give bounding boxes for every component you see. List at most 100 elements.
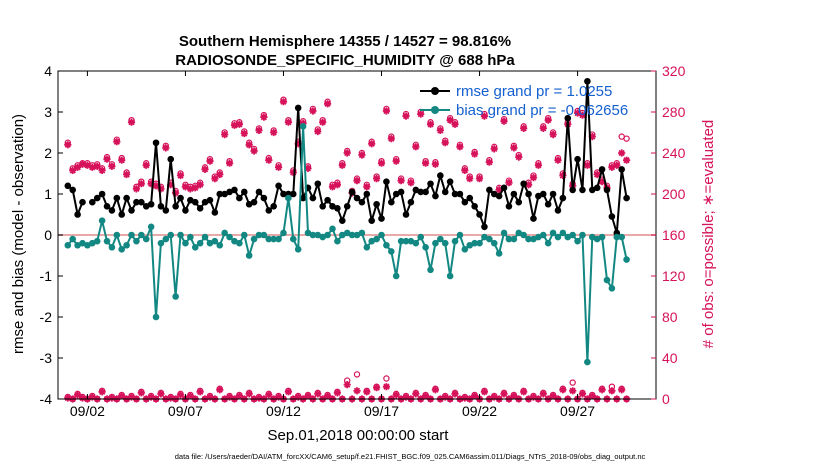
obs-evaluated-marker <box>221 131 229 139</box>
obs-evaluated-marker <box>74 163 82 171</box>
obs-evaluated-marker <box>373 175 381 183</box>
y2-tick-label: 0 <box>662 391 670 407</box>
rmse-point <box>461 198 469 206</box>
bias-point <box>280 229 287 237</box>
rmse-point <box>437 172 444 179</box>
rmse-point <box>451 190 459 198</box>
rmse-point <box>510 190 518 198</box>
bias-point <box>451 237 459 245</box>
obs-evaluated-marker <box>412 390 420 398</box>
obs-evaluated-marker <box>422 392 430 400</box>
obs-evaluated-marker <box>598 386 606 394</box>
bias-point <box>289 235 297 243</box>
bias-point <box>383 241 390 249</box>
bias-point <box>500 229 508 237</box>
rmse-point <box>343 203 351 210</box>
obs-evaluated-marker <box>206 393 214 401</box>
obs-evaluated-marker <box>495 186 503 194</box>
obs-evaluated-marker <box>471 150 479 158</box>
rmse-point <box>64 182 72 190</box>
rmse-point <box>89 198 96 206</box>
y-tick-label: 4 <box>44 63 52 79</box>
rmse-point <box>255 188 263 196</box>
obs-evaluated-marker <box>279 98 288 106</box>
bias-point <box>221 229 228 237</box>
rmse-point <box>554 207 562 214</box>
obs-evaluated-marker <box>529 393 538 401</box>
obs-evaluated-marker <box>485 158 493 166</box>
bias-point <box>358 229 366 237</box>
rmse-point <box>358 198 366 206</box>
obs-evaluated-marker <box>289 168 297 177</box>
bias-point <box>250 235 258 243</box>
bias-point <box>103 237 111 245</box>
y-tick-label: -3 <box>40 350 53 366</box>
bias-point <box>309 231 317 239</box>
obs-evaluated-marker <box>422 159 430 167</box>
bias-point <box>162 235 170 243</box>
rmse-point <box>432 192 439 200</box>
rmse-point <box>152 139 160 147</box>
y2-tick-label: 240 <box>662 145 686 161</box>
rmse-point <box>231 186 238 194</box>
rmse-point <box>363 190 371 198</box>
y2-tick-label: 320 <box>662 63 686 79</box>
bias-point <box>388 248 395 255</box>
obs-evaluated-marker <box>466 175 474 183</box>
bias-series-line <box>67 126 628 363</box>
obs-evaluated-marker <box>461 166 469 174</box>
rmse-point <box>299 194 307 202</box>
rmse-point <box>196 205 204 212</box>
obs-evaluated-marker <box>368 140 376 148</box>
rmse-point <box>147 200 155 208</box>
obs-evaluated-marker <box>260 113 268 121</box>
obs-evaluated-marker <box>98 166 106 174</box>
bias-point <box>427 266 434 274</box>
obs-evaluated-marker <box>377 159 386 167</box>
rmse-point <box>569 186 576 194</box>
obs-evaluated-marker <box>436 126 444 134</box>
rmse-point <box>128 207 135 214</box>
obs-evaluated-marker <box>382 107 390 115</box>
rmse-point <box>294 104 302 112</box>
obs-evaluated-marker <box>167 394 175 402</box>
obs-evaluated-marker <box>441 139 449 147</box>
rmse-point <box>441 188 449 196</box>
legend-bias-label: bias grand pr = -0.062656 <box>456 102 628 119</box>
obs-evaluated-marker <box>343 149 351 157</box>
obs-evaluated-marker <box>373 384 381 392</box>
rmse-point <box>598 166 606 173</box>
rmse-point <box>309 194 317 202</box>
bias-point <box>486 235 493 243</box>
bias-point <box>456 231 464 239</box>
obs-evaluated-marker <box>319 118 327 126</box>
rmse-point <box>486 186 493 194</box>
rmse-point <box>539 190 547 198</box>
obs-evaluated-marker <box>270 128 278 137</box>
rmse-point <box>500 184 508 192</box>
obs-evaluated-marker <box>147 180 155 188</box>
obs-evaluated-marker <box>108 162 116 170</box>
rmse-point <box>584 77 591 85</box>
rmse-point <box>138 198 145 206</box>
y-tick-label: 2 <box>44 145 52 161</box>
obs-evaluated-marker <box>127 393 136 401</box>
obs-evaluated-marker <box>539 390 547 398</box>
obs-evaluated-marker <box>554 156 562 164</box>
rmse-point <box>495 192 503 200</box>
obs-evaluated-marker <box>363 183 371 191</box>
y-tick-label: 1 <box>44 186 52 202</box>
obs-evaluated-marker <box>578 111 587 119</box>
obs-evaluated-marker <box>74 391 82 399</box>
obs-evaluated-marker <box>559 386 567 394</box>
obs-evaluated-marker <box>500 390 508 398</box>
obs-evaluated-marker <box>245 390 253 398</box>
obs-evaluated-marker <box>343 381 351 389</box>
bias-point <box>525 235 532 243</box>
bias-point <box>128 231 135 239</box>
obs-evaluated-marker <box>456 143 464 151</box>
rmse-point <box>388 198 395 206</box>
rmse-point <box>172 203 179 210</box>
obs-evaluated-marker <box>583 161 591 169</box>
obs-evaluated-marker <box>216 386 224 394</box>
